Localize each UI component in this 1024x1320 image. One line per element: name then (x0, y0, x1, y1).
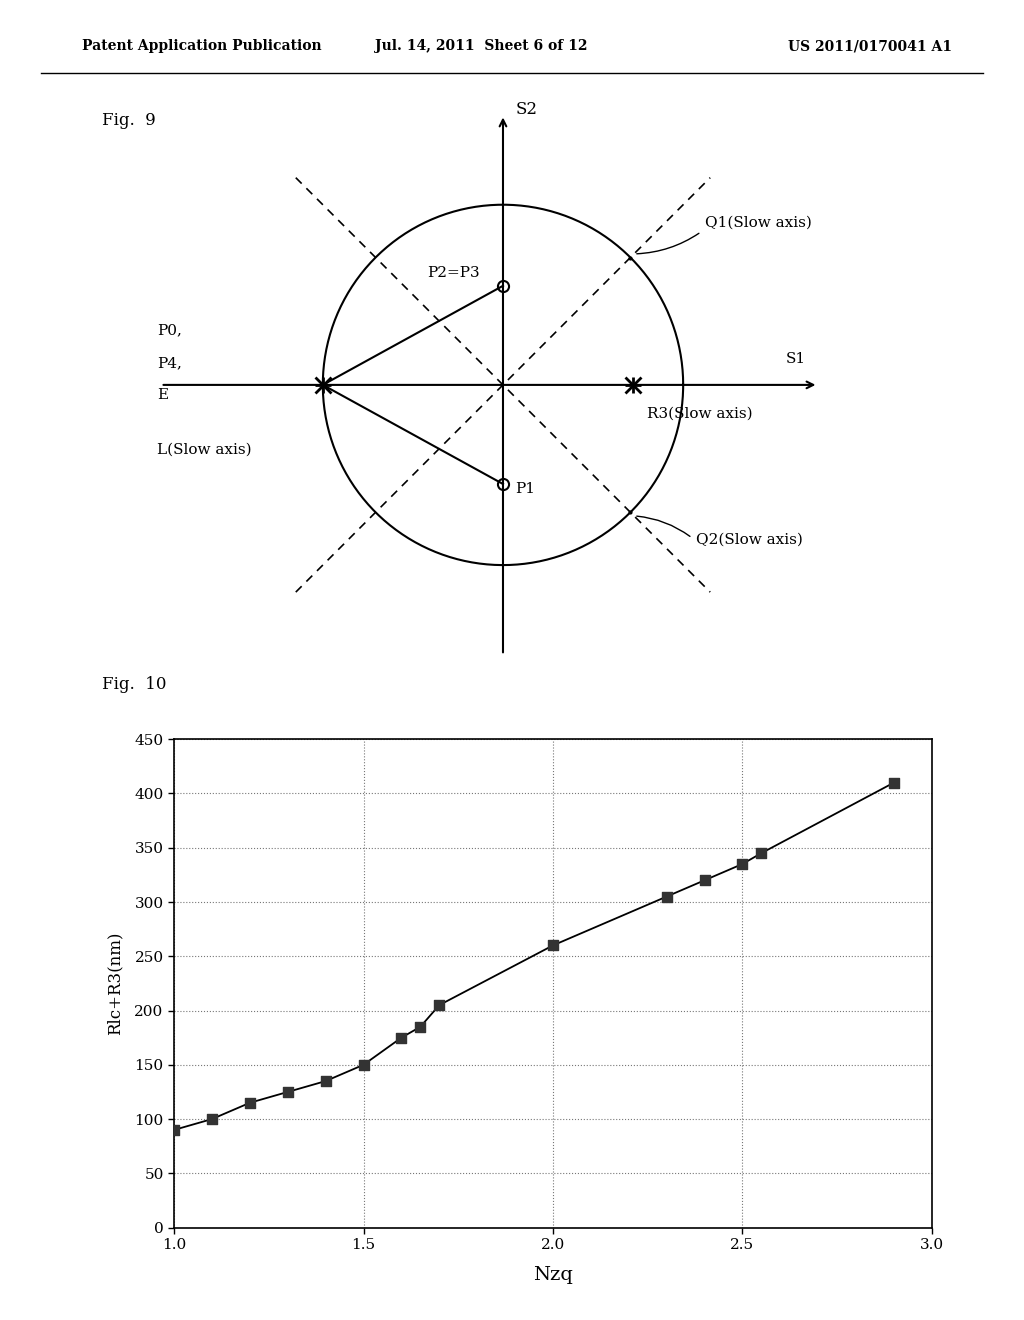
Text: P0,: P0, (157, 323, 182, 338)
Point (355, 1055, 372, 1076)
Point (696, 870, 713, 891)
Text: S1: S1 (785, 352, 806, 366)
Point (545, 935, 561, 956)
X-axis label: Nzq: Nzq (534, 1266, 572, 1284)
Point (734, 854, 751, 875)
Point (242, 1092, 258, 1113)
Point (204, 1109, 220, 1130)
Text: R3(Slow axis): R3(Slow axis) (647, 407, 753, 420)
Point (317, 1071, 334, 1092)
Y-axis label: Rlc+R3(nm): Rlc+R3(nm) (106, 932, 123, 1035)
Point (412, 1016, 428, 1038)
Text: Jul. 14, 2011  Sheet 6 of 12: Jul. 14, 2011 Sheet 6 of 12 (375, 40, 588, 53)
Point (658, 886, 675, 907)
Text: US 2011/0170041 A1: US 2011/0170041 A1 (788, 40, 952, 53)
Point (166, 1119, 182, 1140)
Text: Fig.  9: Fig. 9 (102, 112, 156, 129)
Point (886, 772, 902, 793)
Text: Fig.  10: Fig. 10 (102, 676, 167, 693)
Point (431, 994, 447, 1015)
Text: E: E (157, 388, 168, 403)
Text: P1: P1 (516, 482, 536, 496)
Text: Q2(Slow axis): Q2(Slow axis) (695, 532, 803, 546)
Text: P4,: P4, (157, 356, 182, 370)
Text: Patent Application Publication: Patent Application Publication (82, 40, 322, 53)
Point (753, 842, 770, 863)
Point (393, 1027, 410, 1048)
Point (280, 1081, 296, 1102)
Text: S2: S2 (516, 102, 538, 119)
Text: Q1(Slow axis): Q1(Slow axis) (705, 215, 812, 230)
Text: P2=P3: P2=P3 (427, 265, 480, 280)
Text: L(Slow axis): L(Slow axis) (157, 442, 252, 457)
